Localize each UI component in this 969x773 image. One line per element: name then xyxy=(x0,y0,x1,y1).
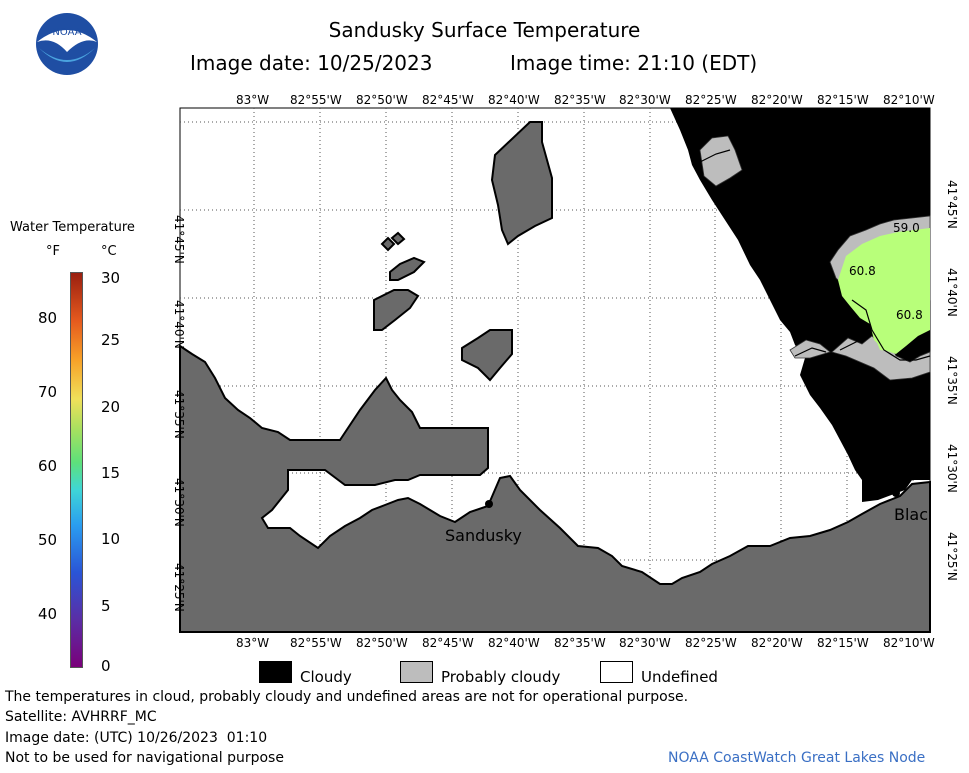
f-tick-40: 40 xyxy=(38,605,58,623)
temp-label-60-8-a: 60.8 xyxy=(849,264,876,278)
lat-left-41-35n: 41°35'N xyxy=(172,390,186,439)
c-tick-0: 0 xyxy=(101,657,111,675)
lat-left-41-40n: 41°40'N xyxy=(172,300,186,349)
c-tick-30: 30 xyxy=(101,269,121,287)
lat-left-41-25n: 41°25'N xyxy=(172,563,186,612)
color-scale-bar xyxy=(70,272,83,668)
lat-right-41-45n: 41°45'N xyxy=(945,180,959,229)
legend-probably-cloudy-swatch xyxy=(400,661,433,683)
f-tick-70: 70 xyxy=(38,383,58,401)
island-west-1 xyxy=(373,289,420,331)
lat-right-41-25n: 41°25'N xyxy=(945,532,959,581)
island-west-2 xyxy=(389,256,426,281)
lat-left-41-45n: 41°45'N xyxy=(172,215,186,264)
c-tick-10: 10 xyxy=(101,530,121,548)
c-tick-25: 25 xyxy=(101,331,121,349)
land-mainland xyxy=(179,344,931,633)
lat-right-41-30n: 41°30'N xyxy=(945,444,959,493)
f-tick-80: 80 xyxy=(38,309,58,327)
lon-bottom-82-55w: 82°55'W xyxy=(290,636,342,650)
lon-top-83w: 83°W xyxy=(236,93,270,107)
legend-undefined-swatch xyxy=(600,661,633,683)
lon-top-82-40w: 82°40'W xyxy=(488,93,540,107)
lon-bottom-82-15w: 82°15'W xyxy=(817,636,869,650)
c-tick-15: 15 xyxy=(101,464,121,482)
legend-undefined-label: Undefined xyxy=(641,668,718,686)
legend-probably-cloudy-label: Probably cloudy xyxy=(441,668,561,686)
warm-water-area xyxy=(838,228,930,354)
unit-celsius: °C xyxy=(101,244,117,259)
island-small-1 xyxy=(380,236,396,252)
svg-text:NOAA: NOAA xyxy=(52,27,81,38)
probably-cloudy-area-1 xyxy=(699,135,743,187)
lat-right-41-35n: 41°35'N xyxy=(945,356,959,405)
c-tick-20: 20 xyxy=(101,398,121,416)
island-mid-1 xyxy=(461,329,513,382)
lon-top-82-50w: 82°50'W xyxy=(356,93,408,107)
image-date: Image date: 10/25/2023 xyxy=(190,51,433,75)
noaa-logo: NOAA xyxy=(35,12,99,76)
navigation-warning: Not to be used for navigational purpose xyxy=(5,750,284,766)
shoreline-east xyxy=(699,149,931,361)
lon-top-82-30w: 82°30'W xyxy=(619,93,671,107)
temp-label-60-8-b: 60.8 xyxy=(896,308,923,322)
island-small-2 xyxy=(390,231,406,246)
lon-bottom-82-35w: 82°35'W xyxy=(554,636,606,650)
lon-bottom-82-50w: 82°50'W xyxy=(356,636,408,650)
credit-text: NOAA CoastWatch Great Lakes Node xyxy=(668,750,926,766)
lat-right-41-40n: 41°40'N xyxy=(945,268,959,317)
other-city-marker xyxy=(892,489,900,497)
lon-bottom-82-30w: 82°30'W xyxy=(619,636,671,650)
f-tick-50: 50 xyxy=(38,531,58,549)
lon-bottom-82-40w: 82°40'W xyxy=(488,636,540,650)
lon-bottom-82-20w: 82°20'W xyxy=(751,636,803,650)
legend-cloudy-label: Cloudy xyxy=(300,668,352,686)
utc-date-text: Image date: (UTC) 10/26/2023 01:10 xyxy=(5,730,268,746)
lon-bottom-82-10w: 82°10'W xyxy=(883,636,935,650)
scale-title: Water Temperature xyxy=(10,220,135,235)
satellite-text: Satellite: AVHRRF_MC xyxy=(5,709,157,725)
lon-top-82-20w: 82°20'W xyxy=(751,93,803,107)
island-north-1 xyxy=(490,121,553,246)
lon-bottom-82-45w: 82°45'W xyxy=(422,636,474,650)
lon-top-82-10w: 82°10'W xyxy=(883,93,935,107)
map-title: Sandusky Surface Temperature xyxy=(328,18,641,42)
f-tick-60: 60 xyxy=(38,457,58,475)
disclaimer-text: The temperatures in cloud, probably clou… xyxy=(5,689,689,705)
lon-top-82-25w: 82°25'W xyxy=(685,93,737,107)
cloud-area xyxy=(670,108,930,502)
c-tick-5: 5 xyxy=(101,597,111,615)
sandusky-label: Sandusky xyxy=(445,526,522,545)
lon-bottom-83w: 83°W xyxy=(236,636,270,650)
image-time: Image time: 21:10 (EDT) xyxy=(510,51,758,75)
legend-cloudy-swatch xyxy=(259,661,292,683)
unit-fahrenheit: °F xyxy=(46,244,60,259)
lat-left-41-30n: 41°30'N xyxy=(172,478,186,527)
other-city-label: Blac xyxy=(894,505,928,524)
lon-top-82-35w: 82°35'W xyxy=(554,93,606,107)
lon-top-82-15w: 82°15'W xyxy=(817,93,869,107)
sandusky-marker xyxy=(485,500,493,508)
lon-bottom-82-25w: 82°25'W xyxy=(685,636,737,650)
probably-cloudy-area-3 xyxy=(831,335,931,381)
lon-top-82-45w: 82°45'W xyxy=(422,93,474,107)
temp-label-59: 59.0 xyxy=(893,221,920,235)
lon-top-82-55w: 82°55'W xyxy=(290,93,342,107)
